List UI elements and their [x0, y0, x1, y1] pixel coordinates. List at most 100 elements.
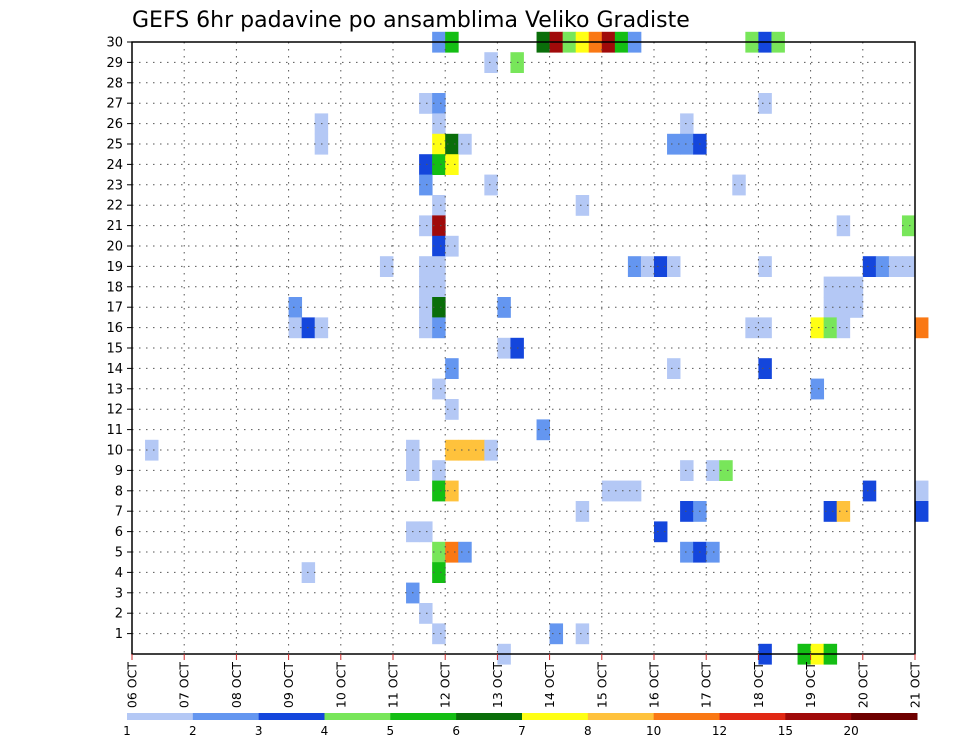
- precip-cell: [823, 501, 838, 522]
- precip-cell: [654, 256, 668, 277]
- precip-cell: [432, 195, 446, 216]
- precip-cell: [849, 276, 864, 298]
- precip-cell: [419, 603, 433, 624]
- precip-cell: [810, 317, 825, 339]
- x-axis: 06 OCT 07 OCT 08 OCT 09 OCT 10 OCT 11 OCT 12 O…: [125, 654, 923, 708]
- precip-cell: [379, 256, 394, 277]
- precip-cell: [419, 93, 433, 114]
- precip-cell: [836, 215, 851, 237]
- precip-cell: [706, 541, 720, 563]
- precip-cell: [432, 541, 446, 563]
- color-legend: 1 2 3 4 5 6 7 8 10 12 15 20: [123, 713, 918, 738]
- precip-cell: [432, 480, 446, 502]
- y-tick-label: 25: [106, 138, 123, 153]
- x-tick-label: 18 OCT: [751, 662, 766, 708]
- precip-cell: [862, 256, 877, 277]
- precip-cell: [484, 52, 498, 73]
- precip-cell: [432, 317, 446, 339]
- precip-cell: [836, 297, 851, 318]
- precip-cell: [419, 174, 433, 196]
- precip-cell: [432, 378, 446, 400]
- y-tick-label: 5: [115, 546, 123, 561]
- precip-cell: [575, 623, 590, 645]
- precip-cell: [758, 358, 772, 379]
- y-tick-label: 7: [115, 505, 123, 520]
- precip-cell: [823, 297, 838, 318]
- precip-cell: [536, 419, 550, 441]
- precip-cell: [836, 501, 851, 522]
- precip-cell: [432, 256, 446, 277]
- precip-cell: [836, 317, 851, 339]
- precip-cell: [758, 93, 772, 114]
- y-tick-label: 13: [106, 382, 123, 397]
- precip-cell: [680, 133, 694, 155]
- legend-label: 4: [321, 724, 329, 738]
- heatmap-cells: [145, 31, 929, 665]
- x-tick-label: 19 OCT: [803, 662, 818, 708]
- precip-cell: [458, 439, 472, 461]
- y-tick-label: 28: [106, 76, 123, 91]
- legend-label: 7: [518, 724, 526, 738]
- legend-label: 8: [584, 724, 592, 738]
- legend-swatch: [390, 713, 457, 720]
- precip-cell: [432, 93, 446, 114]
- precip-cell: [471, 439, 485, 461]
- precip-cell: [445, 541, 459, 563]
- precip-cell: [654, 521, 668, 543]
- legend-swatch: [456, 713, 523, 720]
- precip-cell: [823, 276, 838, 298]
- y-tick-label: 18: [106, 280, 123, 295]
- precip-cell: [432, 215, 446, 237]
- y-tick-label: 23: [106, 178, 123, 193]
- precip-cell: [836, 276, 851, 298]
- legend-label: 3: [255, 724, 263, 738]
- legend-swatch: [324, 713, 391, 720]
- precip-cell: [875, 256, 890, 277]
- y-tick-label: 6: [115, 525, 123, 540]
- precip-cell: [419, 521, 433, 543]
- precip-cell: [732, 174, 746, 196]
- y-tick-label: 27: [106, 97, 123, 112]
- precip-cell: [706, 460, 720, 481]
- x-tick-label: 13 OCT: [490, 662, 505, 708]
- legend-swatch: [587, 713, 655, 720]
- precip-cell: [680, 541, 694, 563]
- y-tick-label: 4: [115, 566, 123, 581]
- y-tick-label: 3: [115, 586, 123, 601]
- precip-cell: [432, 113, 446, 135]
- legend-label: 1: [123, 724, 131, 738]
- precip-cell: [432, 276, 446, 298]
- y-tick-label: 14: [106, 362, 123, 377]
- precip-cell: [432, 623, 446, 645]
- precip-cell: [419, 276, 433, 298]
- x-tick-label: 11 OCT: [386, 662, 401, 708]
- precip-cell: [458, 541, 472, 563]
- precip-cell: [627, 256, 642, 277]
- precip-cell: [432, 562, 446, 583]
- precip-cell: [915, 317, 929, 339]
- y-tick-label: 21: [106, 219, 123, 234]
- precip-cell: [719, 460, 733, 481]
- y-tick-label: 29: [106, 56, 123, 71]
- x-tick-label: 14 OCT: [542, 662, 557, 708]
- precip-cell: [445, 154, 459, 175]
- y-tick-label: 24: [106, 158, 123, 173]
- precip-cell: [445, 358, 459, 379]
- precip-cell: [575, 501, 590, 522]
- legend-label: 12: [712, 724, 727, 738]
- precip-cell: [145, 439, 159, 461]
- y-tick-label: 12: [106, 403, 123, 418]
- precip-cell: [458, 133, 472, 155]
- precip-cell: [810, 378, 825, 400]
- precip-cell: [680, 460, 694, 481]
- precip-cell: [484, 439, 498, 461]
- precip-cell: [432, 154, 446, 175]
- legend-label: 10: [646, 724, 661, 738]
- legend-label: 5: [387, 724, 395, 738]
- y-tick-label: 16: [106, 321, 123, 336]
- x-tick-label: 07 OCT: [177, 662, 192, 708]
- legend-swatch: [127, 713, 194, 720]
- precip-cell: [667, 358, 681, 379]
- precip-cell: [432, 133, 446, 155]
- precip-cell: [901, 256, 916, 277]
